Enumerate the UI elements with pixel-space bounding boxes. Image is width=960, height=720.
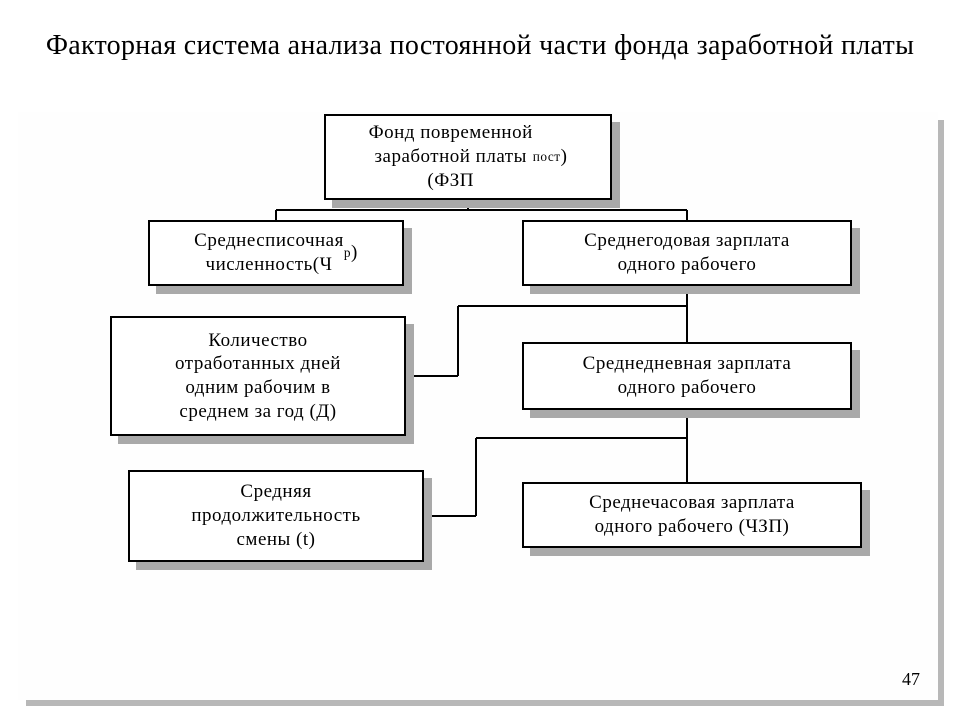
slide-shadow xyxy=(26,700,944,706)
page-title: Факторная система анализа постоянной час… xyxy=(0,0,960,63)
node-left3: Средняяпродолжительностьсмены (t) xyxy=(128,470,424,562)
node-left1: Среднесписочнаячисленность(Чр) xyxy=(148,220,404,286)
node-root: Фонд повременнойзаработной платы(ФЗПпост… xyxy=(324,114,612,200)
slide-frame: Фонд повременнойзаработной платы(ФЗПпост… xyxy=(18,112,938,700)
diagram: Фонд повременнойзаработной платы(ФЗПпост… xyxy=(58,112,898,660)
node-left2: Количествоотработанных днейодним рабочим… xyxy=(110,316,406,436)
slide-shadow xyxy=(938,120,944,706)
node-right3: Среднечасовая зарплатаодного рабочего (Ч… xyxy=(522,482,862,548)
node-right1: Среднегодовая зарплатаодного рабочего xyxy=(522,220,852,286)
page-number: 47 xyxy=(902,669,920,690)
node-right2: Среднедневная зарплатаодного рабочего xyxy=(522,342,852,410)
